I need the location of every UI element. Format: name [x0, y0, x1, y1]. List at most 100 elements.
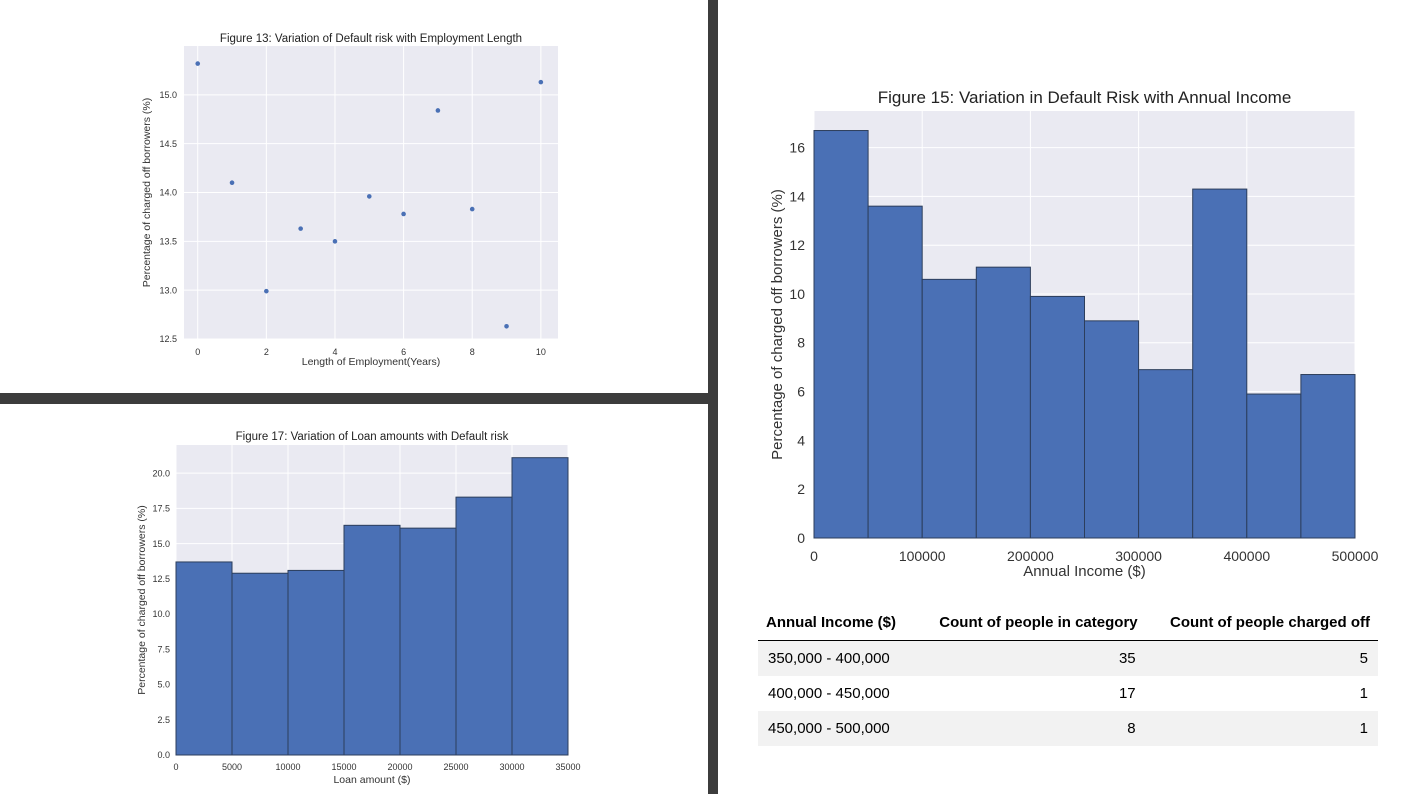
- figure-13-y-tick-label: 14.0: [159, 188, 177, 198]
- figure-13-scatter-chart: 0 2 4 6 8 10 12.5 13.0 13.5 14.0 14.5 15.0 Figure 13…: [141, 33, 558, 368]
- figure-15-bar: [813, 130, 869, 539]
- figure-15-bar: [1029, 295, 1085, 539]
- income-table: Annual Income ($) Count of people in cat…: [758, 606, 1378, 746]
- figure-13-x-tick-label: 4: [332, 347, 337, 357]
- figure-17-bar: [175, 561, 233, 756]
- figure-15-bar: [975, 266, 1031, 539]
- figure-17-y-tick-label: 10.0: [152, 609, 170, 619]
- table-header-count: Count of people in category: [915, 606, 1146, 641]
- figure-15-y-tick-label: 16: [789, 140, 805, 156]
- figure-17-x-tick-label: 10000: [275, 762, 300, 772]
- table-cell-count: 8: [1127, 720, 1136, 737]
- table-row: 400,000 - 450,000 17 1: [758, 676, 1378, 711]
- figure-17-panel: 0 5000 10000 15000 20000 25000 30000 35000 0.0 2.…: [0, 404, 708, 794]
- figure-17-y-tick-label: 12.5: [152, 574, 170, 584]
- figure-17-y-tick-label: 0.0: [157, 750, 170, 760]
- figure-13-y-tick-label: 14.5: [159, 139, 177, 149]
- figure-17-y-tick-label: 15.0: [152, 539, 170, 549]
- figure-15-y-axis-label: Percentage of charged off borrowers (%): [769, 189, 786, 460]
- figure-17-y-tick-label: 5.0: [157, 680, 170, 690]
- figure-15-x-tick-label: 300000: [1115, 548, 1162, 564]
- figure-17-x-tick-label: 25000: [443, 762, 468, 772]
- figure-15-bar: [1192, 188, 1248, 539]
- figure-15-y-tick-label: 14: [789, 188, 805, 204]
- figure-13-y-tick-label: 13.0: [159, 285, 177, 295]
- figure-13-x-tick-label: 6: [401, 347, 406, 357]
- figure-17-y-tick-label: 7.5: [157, 644, 170, 654]
- figure-13-title: Figure 13: Variation of Default risk wit…: [220, 33, 522, 45]
- figure-17-y-tick-label: 20.0: [152, 468, 170, 478]
- figure-15-bar: [921, 278, 977, 539]
- figure-17-bar: [455, 496, 513, 756]
- figure-17-y-tick-label: 17.5: [152, 504, 170, 514]
- figure-17-x-axis-label: Loan amount ($): [333, 774, 410, 786]
- figure-15-y-tick-label: 6: [797, 384, 805, 400]
- figure-13-x-tick-label: 10: [536, 347, 546, 357]
- figure-15-bar: [1300, 374, 1356, 539]
- figure-17-y-tick-label: 2.5: [157, 715, 170, 725]
- table-header-row: Annual Income ($) Count of people in cat…: [758, 606, 1378, 641]
- figure-13-data-point: [298, 226, 303, 231]
- figure-13-data-point: [366, 194, 372, 199]
- figure-15-title: Figure 15: Variation in Default Risk wit…: [878, 88, 1292, 107]
- table-cell-charged-off: 1: [1359, 685, 1368, 702]
- table-cell-income: 400,000 - 450,000: [768, 685, 890, 702]
- table-header-charged-off: Count of people charged off: [1145, 606, 1378, 641]
- figure-13-x-tick-label: 2: [264, 347, 269, 357]
- figure-15-bar: [867, 205, 923, 539]
- figure-15-y-tick-label: 8: [797, 335, 805, 351]
- figure-17-bar: [287, 569, 345, 756]
- figure-15-bar: [1246, 393, 1302, 539]
- figure-17-bar-chart: 0 5000 10000 15000 20000 25000 30000 35000 0.0 2.…: [136, 431, 581, 786]
- figure-15-x-tick-label: 0: [810, 548, 818, 564]
- figure-17-x-tick-label: 5000: [222, 762, 242, 772]
- table-cell-count: 35: [1118, 650, 1136, 667]
- table-row: 450,000 - 500,000 8 1: [758, 711, 1378, 746]
- panel-divider-vertical: [708, 0, 718, 794]
- figure-13-y-axis-label: Percentage of charged off borrowers (%): [141, 98, 153, 288]
- figure-15-x-axis-label: Annual Income ($): [1023, 563, 1146, 580]
- figure-15-x-tick-label: 400000: [1223, 548, 1270, 564]
- figure-15-bar: [1084, 320, 1140, 539]
- figure-13-data-point: [538, 79, 544, 85]
- figure-17-x-tick-label: 20000: [387, 762, 412, 772]
- figure-13-data-point: [332, 239, 338, 244]
- figure-17-x-tick-label: 35000: [555, 762, 580, 772]
- figure-13-data-point: [195, 61, 201, 66]
- figure-13-data-point: [504, 324, 509, 329]
- figure-13-y-tick-label: 12.5: [159, 334, 177, 344]
- figure-13-data-point: [229, 180, 235, 186]
- table-cell-count: 17: [1118, 685, 1136, 702]
- figure-15-bar: [1138, 369, 1194, 539]
- figure-15-y-tick-label: 4: [797, 432, 805, 448]
- figure-13-data-point: [264, 288, 269, 294]
- table-cell-income: 350,000 - 400,000: [768, 650, 890, 667]
- figure-15-x-tick-label: 200000: [1007, 548, 1054, 564]
- figure-15-panel: 0 100000 200000 300000 400000 500000 0 2 4 6 8 10 12…: [718, 0, 1412, 594]
- figure-17-bar: [399, 527, 457, 756]
- table-header-income: Annual Income ($): [758, 606, 916, 641]
- figure-17-x-tick-label: 0: [173, 762, 178, 772]
- figure-15-x-tick-label: 500000: [1332, 548, 1379, 564]
- figure-13-y-tick-label: 15.0: [159, 90, 177, 100]
- table-cell-income: 450,000 - 500,000: [768, 720, 890, 737]
- table-row: 350,000 - 400,000 35 5: [758, 640, 1378, 676]
- figure-13-data-point: [401, 211, 406, 217]
- figure-13-data-point: [435, 108, 441, 113]
- figure-17-bar: [511, 457, 569, 756]
- figure-13-x-tick-label: 0: [195, 347, 200, 357]
- figure-13-y-tick-label: 13.5: [159, 236, 177, 246]
- table-cell-charged-off: 1: [1359, 720, 1368, 737]
- figure-17-y-axis-label: Percentage of charged off borrowers (%): [136, 505, 148, 695]
- figure-15-y-tick-label: 0: [797, 530, 805, 546]
- figure-15-x-tick-label: 100000: [899, 548, 946, 564]
- figure-17-x-tick-label: 15000: [331, 762, 356, 772]
- table-cell-charged-off: 5: [1359, 650, 1368, 667]
- figure-17-title: Figure 17: Variation of Loan amounts wit…: [236, 431, 509, 443]
- figure-15-y-tick-label: 12: [789, 237, 805, 253]
- figure-15-y-tick-label: 10: [789, 286, 805, 302]
- figure-13-data-point: [469, 206, 475, 212]
- figure-15-y-tick-label: 2: [797, 481, 805, 497]
- figure-17-x-tick-label: 30000: [499, 762, 524, 772]
- figure-17-bar: [343, 524, 401, 756]
